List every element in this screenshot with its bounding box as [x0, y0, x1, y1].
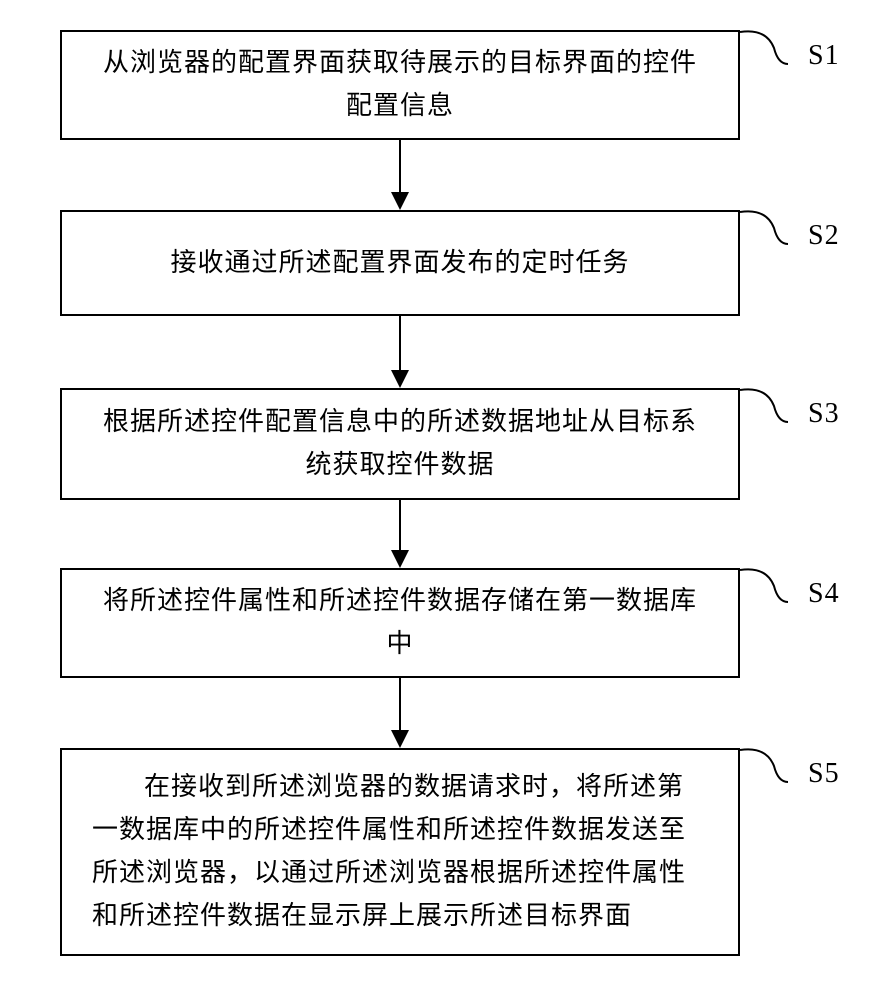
- step-text-s5: 在接收到所述浏览器的数据请求时，将所述第一数据库中的所述控件属性和所述控件数据发…: [92, 766, 708, 938]
- connector-line-3-4: [399, 500, 401, 550]
- label-curve-s2: [740, 208, 788, 250]
- connector-line-1-2: [399, 140, 401, 192]
- step-label-s3: S3: [808, 398, 840, 430]
- connector-line-2-3: [399, 316, 401, 370]
- step-text-s1: 从浏览器的配置界面获取待展示的目标界面的控件配置信息: [92, 42, 708, 128]
- connector-head-1-2: [391, 192, 409, 210]
- connector-head-3-4: [391, 550, 409, 568]
- step-label-s2: S2: [808, 220, 840, 252]
- label-curve-s4: [740, 566, 788, 608]
- connector-line-4-5: [399, 678, 401, 730]
- flowchart-canvas: 从浏览器的配置界面获取待展示的目标界面的控件配置信息 S1 接收通过所述配置界面…: [0, 0, 886, 1000]
- connector-head-2-3: [391, 370, 409, 388]
- step-box-s2: 接收通过所述配置界面发布的定时任务: [60, 210, 740, 316]
- label-curve-s5: [740, 746, 788, 788]
- step-text-s2: 接收通过所述配置界面发布的定时任务: [170, 242, 629, 285]
- step-box-s4: 将所述控件属性和所述控件数据存储在第一数据库中: [60, 568, 740, 678]
- step-box-s1: 从浏览器的配置界面获取待展示的目标界面的控件配置信息: [60, 30, 740, 140]
- step-text-s3: 根据所述控件配置信息中的所述数据地址从目标系统获取控件数据: [92, 401, 708, 487]
- label-curve-s3: [740, 386, 788, 428]
- step-box-s3: 根据所述控件配置信息中的所述数据地址从目标系统获取控件数据: [60, 388, 740, 500]
- connector-head-4-5: [391, 730, 409, 748]
- step-box-s5: 在接收到所述浏览器的数据请求时，将所述第一数据库中的所述控件属性和所述控件数据发…: [60, 748, 740, 956]
- step-label-s5: S5: [808, 758, 840, 790]
- step-label-s4: S4: [808, 578, 840, 610]
- step-text-s4: 将所述控件属性和所述控件数据存储在第一数据库中: [92, 580, 708, 666]
- label-curve-s1: [740, 28, 788, 70]
- step-label-s1: S1: [808, 40, 840, 72]
